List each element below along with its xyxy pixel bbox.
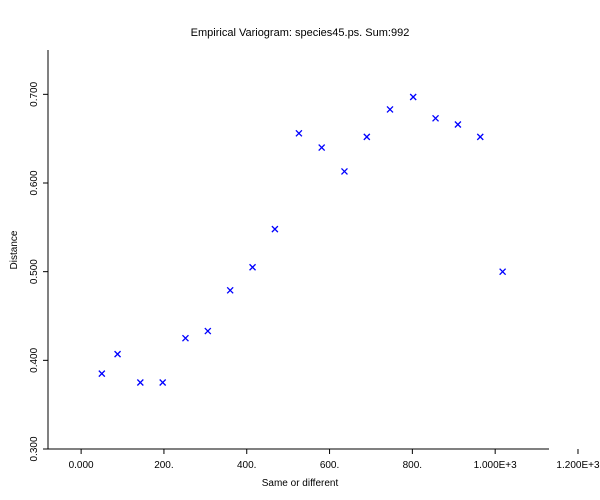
data-point — [182, 334, 189, 342]
x-axis-label: Same or different — [262, 478, 339, 489]
y-tick-label: 0.400 — [29, 347, 40, 372]
data-point — [318, 144, 326, 151]
y-axis-label: Distance — [9, 230, 20, 269]
data-point — [295, 129, 303, 137]
data-point — [226, 286, 234, 294]
data-point — [454, 121, 462, 128]
data-point — [136, 379, 144, 386]
data-point — [114, 350, 122, 358]
y-tick-label: 0.500 — [29, 259, 40, 284]
data-points — [98, 93, 507, 386]
data-point — [432, 114, 440, 122]
x-axis-ticks: 0.000 200. 400. 600. 800. 1.000E+3 1.200E+3 — [69, 449, 600, 471]
data-point — [476, 133, 484, 141]
data-point — [204, 327, 212, 335]
y-axis-ticks: 0.300 0.400 0.500 0.600 0.700 — [29, 81, 48, 462]
data-point — [386, 105, 394, 113]
x-tick-label: 200. — [154, 460, 173, 471]
y-tick-label: 0.700 — [29, 81, 40, 106]
data-point — [98, 370, 106, 378]
y-tick-label: 0.600 — [29, 170, 40, 195]
data-point — [363, 133, 371, 141]
x-tick-label: 800. — [403, 460, 422, 471]
data-point — [271, 225, 279, 233]
data-point — [340, 168, 348, 175]
data-point — [249, 263, 257, 271]
x-tick-label: 1.200E+3 — [556, 460, 600, 471]
chart-title: Empirical Variogram: species45.ps. Sum:9… — [191, 27, 410, 39]
x-tick-label: 400. — [237, 460, 256, 471]
x-tick-label: 0.000 — [69, 460, 94, 471]
data-point — [499, 268, 507, 276]
x-tick-label: 1.000E+3 — [474, 460, 518, 471]
data-point — [409, 93, 417, 101]
data-point — [159, 379, 167, 386]
y-tick-label: 0.300 — [29, 436, 40, 461]
x-tick-label: 600. — [320, 460, 339, 471]
